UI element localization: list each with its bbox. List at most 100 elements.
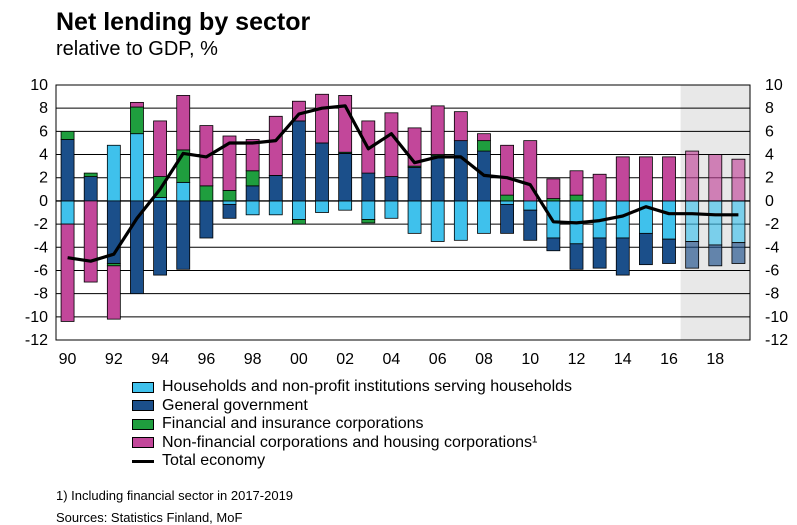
bar-segment-s0 — [315, 200, 329, 213]
bar-segment-s1 — [546, 237, 561, 252]
x-tick-label: 18 — [706, 351, 724, 368]
y-tick-label-left: -12 — [25, 332, 48, 349]
bar-segment-s2 — [569, 194, 584, 202]
bar-segment-s1 — [291, 120, 306, 202]
bar-segment-s1 — [662, 238, 676, 264]
legend-swatch-non-financial — [132, 437, 154, 449]
bar-segment-s3 — [430, 105, 445, 155]
bar-segment-s1 — [338, 152, 353, 202]
bar-segment-s2 — [222, 190, 237, 202]
bar-segment-s3 — [662, 156, 676, 202]
bar-segment-s0 — [407, 200, 422, 234]
bar-segment-s1 — [731, 242, 746, 264]
legend-swatch-financial — [132, 418, 154, 430]
bar-segment-s1 — [153, 200, 168, 276]
bar-segment-s2 — [361, 219, 376, 224]
bar-segment-s1 — [315, 142, 329, 202]
bar-segment-s3 — [83, 200, 98, 283]
chart-subtitle: relative to GDP, % — [56, 38, 218, 60]
x-tick-label: 94 — [151, 351, 169, 368]
bar-segment-s1 — [430, 155, 445, 202]
legend-swatch-total-economy — [132, 459, 154, 463]
bar-segment-s1 — [708, 244, 723, 267]
y-tick-label-right: -2 — [765, 216, 779, 233]
bar-segment-s3 — [106, 265, 121, 320]
bar-segment-s0 — [430, 200, 445, 242]
y-tick-label-right: 6 — [765, 123, 774, 140]
bar-segment-s1 — [500, 203, 515, 234]
bar-segment-s2 — [291, 219, 306, 225]
bar-segment-s2 — [245, 170, 260, 187]
x-tick-label: 00 — [290, 351, 308, 368]
bar-segment-s2 — [199, 185, 214, 202]
legend-item-financial: Financial and insurance corporations — [132, 415, 572, 434]
y-tick-label-left: 6 — [39, 123, 48, 140]
y-tick-label-right: -6 — [765, 262, 779, 279]
legend-swatch-general-government — [132, 400, 154, 412]
bar-segment-s3 — [153, 120, 168, 177]
bar-segment-s0 — [106, 144, 121, 202]
y-tick-label-left: -6 — [34, 262, 48, 279]
bar-segment-s3 — [222, 135, 237, 191]
y-tick-label-right: 0 — [765, 193, 774, 210]
y-tick-label-right: -4 — [765, 239, 779, 256]
bar-segment-s1 — [569, 243, 584, 270]
bar-segment-s3 — [523, 140, 538, 202]
bar-segment-s3 — [245, 139, 260, 172]
chart-title: Net lending by sector — [56, 8, 311, 36]
x-tick-label: 14 — [614, 351, 632, 368]
bar-segment-s0 — [477, 200, 491, 234]
bar-segment-s2 — [477, 140, 491, 152]
bar-segment-s1 — [453, 140, 468, 202]
legend-item-general-government: General government — [132, 397, 572, 416]
y-tick-label-right: -12 — [765, 332, 788, 349]
bar-segment-s3 — [546, 178, 561, 199]
x-tick-label: 90 — [59, 351, 77, 368]
y-tick-label-right: 8 — [765, 100, 774, 117]
legend-label-households: Households and non-profit institutions s… — [162, 378, 573, 395]
y-tick-label-right: -8 — [765, 286, 779, 303]
x-tick-label: 96 — [197, 351, 215, 368]
bar-segment-s3 — [315, 93, 329, 144]
legend-label-total-economy: Total economy — [162, 452, 266, 469]
bar-segment-s2 — [83, 172, 98, 177]
legend-label-financial: Financial and insurance corporations — [162, 415, 424, 432]
bar-segment-s0 — [731, 200, 746, 244]
y-tick-label-left: -2 — [34, 216, 48, 233]
bar-segment-s0 — [662, 200, 676, 240]
x-tick-label: 10 — [521, 351, 539, 368]
bar-segment-s3 — [592, 173, 607, 202]
legend-item-households: Households and non-profit institutions s… — [132, 378, 572, 397]
bar-segment-s3 — [338, 95, 353, 153]
bar-segment-s0 — [384, 200, 399, 219]
legend-item-non-financial: Non-financial corporations and housing c… — [132, 434, 572, 453]
x-tick-label: 92 — [105, 351, 123, 368]
bar-segment-s0 — [291, 200, 306, 220]
bar-segment-s2 — [500, 194, 515, 202]
bar-segment-s3 — [176, 95, 191, 151]
bar-segment-s1 — [222, 203, 237, 219]
legend-label-general-government: General government — [162, 396, 308, 414]
y-tick-label-left: -10 — [25, 309, 48, 326]
bar-segment-s1 — [523, 209, 538, 241]
bar-segment-s3 — [569, 170, 584, 196]
bar-segment-s3 — [130, 101, 144, 108]
bar-segment-s3 — [384, 112, 399, 177]
y-tick-label-left: 8 — [39, 100, 48, 117]
legend-label-non-financial: Non-financial corporations and housing c… — [162, 433, 538, 451]
legend-item-total-economy: Total economy — [132, 452, 572, 471]
footnote: 1) Including financial sector in 2017-20… — [56, 488, 294, 503]
bar-segment-s3 — [453, 111, 468, 142]
bar-segment-s3 — [639, 156, 653, 202]
bar-segment-s2 — [130, 106, 144, 135]
bar-segment-s1 — [361, 172, 376, 202]
y-tick-label-right: 4 — [765, 147, 774, 164]
bar-segment-s0 — [685, 200, 700, 242]
bar-segment-s3 — [477, 133, 491, 142]
bar-segment-s1 — [384, 176, 399, 202]
sources-note: Sources: Statistics Finland, MoF — [56, 510, 243, 525]
bar-segment-s3 — [615, 156, 630, 202]
x-tick-label: 04 — [383, 351, 401, 368]
bar-segment-s1 — [83, 176, 98, 202]
bar-segment-s1 — [199, 200, 214, 239]
